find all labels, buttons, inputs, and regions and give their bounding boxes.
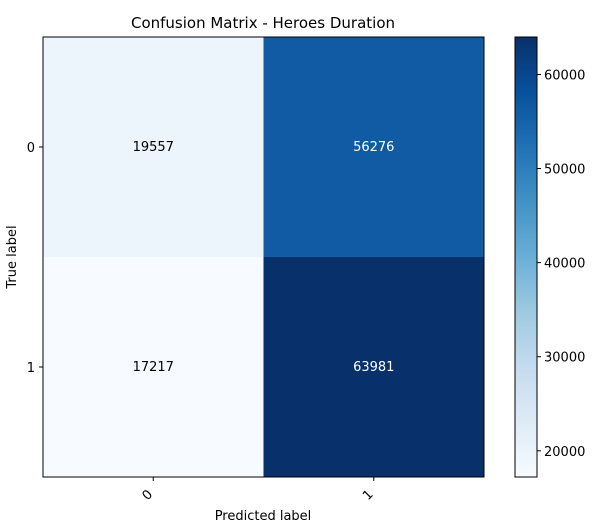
colorbar: [514, 36, 538, 478]
colorbar-tick-label: 40000: [544, 257, 585, 272]
y-tick-label: 0: [27, 141, 35, 156]
cell-value-r1-c0: 17217: [133, 360, 174, 375]
colorbar-tick-label: 20000: [544, 445, 585, 460]
x-tick-label: 1: [360, 487, 376, 503]
y-axis-ticks: 01: [27, 141, 43, 376]
colorbar-tick-label: 60000: [544, 68, 585, 83]
chart-title: Confusion Matrix - Heroes Duration: [131, 14, 395, 32]
heatmap-cell-r0-c0: [43, 37, 264, 257]
plot-frame: [42, 36, 485, 478]
y-axis-label: True label: [5, 225, 20, 289]
x-axis-label: Predicted label: [215, 509, 312, 523]
cell-value-r0-c1: 56276: [353, 140, 394, 155]
x-tick-label: 0: [140, 487, 156, 503]
heatmap-cell-labels: 19557 56276 17217 63981: [133, 140, 395, 375]
y-tick-label: 1: [27, 361, 35, 376]
heatmap-cell-r1-c0: [43, 257, 264, 477]
cell-value-r1-c1: 63981: [353, 360, 394, 375]
heatmap-cells: [43, 37, 484, 477]
colorbar-tick-label: 50000: [544, 163, 585, 178]
heatmap-cell-r1-c1: [263, 257, 484, 477]
colorbar-tick-label: 30000: [544, 351, 585, 366]
cell-value-r0-c0: 19557: [133, 140, 174, 155]
heatmap-cell-r0-c1: [263, 37, 484, 257]
colorbar-ticks: 20000 30000 40000 50000 60000: [537, 68, 585, 460]
